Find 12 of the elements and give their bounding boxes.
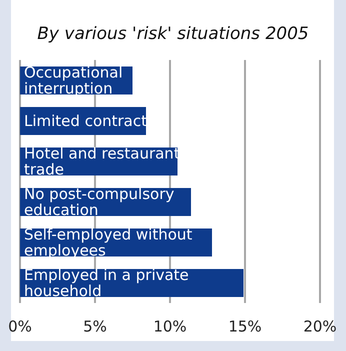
y-tick-label: Occupational interruption — [24, 63, 123, 98]
x-tick-label: 15% — [228, 318, 262, 336]
x-tick-label: 10% — [153, 318, 187, 336]
chart-title: By various 'risk' situations 2005 — [36, 24, 310, 44]
x-tick-label: 5% — [83, 318, 107, 336]
y-tick-label: Self-employed without employees — [24, 225, 192, 260]
x-tick-label: 20% — [303, 318, 337, 336]
y-tick-label: Employed in a private household — [24, 266, 189, 300]
x-tick-label: 0% — [8, 318, 32, 336]
y-tick-label: No post-compulsory education — [24, 184, 174, 219]
y-tick-label: Hotel and restaurant trade — [24, 144, 180, 178]
y-tick-label: Limited contract — [24, 112, 148, 130]
